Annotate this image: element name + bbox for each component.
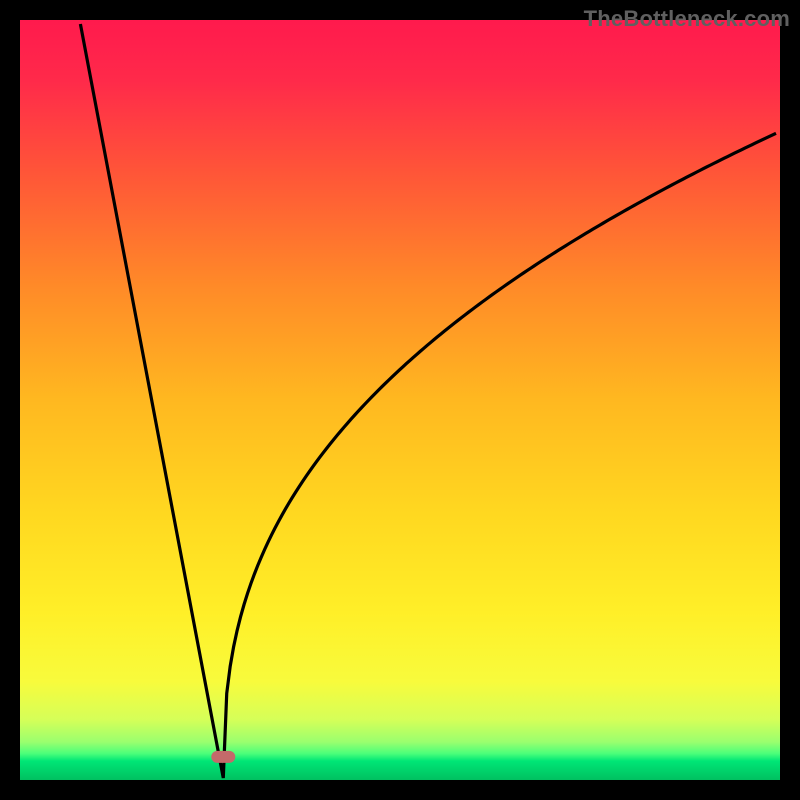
watermark-text: TheBottleneck.com bbox=[584, 6, 790, 32]
chart-container: TheBottleneck.com bbox=[0, 0, 800, 800]
chart-background bbox=[20, 20, 780, 780]
chart-svg bbox=[0, 0, 800, 800]
min-marker bbox=[211, 751, 235, 763]
